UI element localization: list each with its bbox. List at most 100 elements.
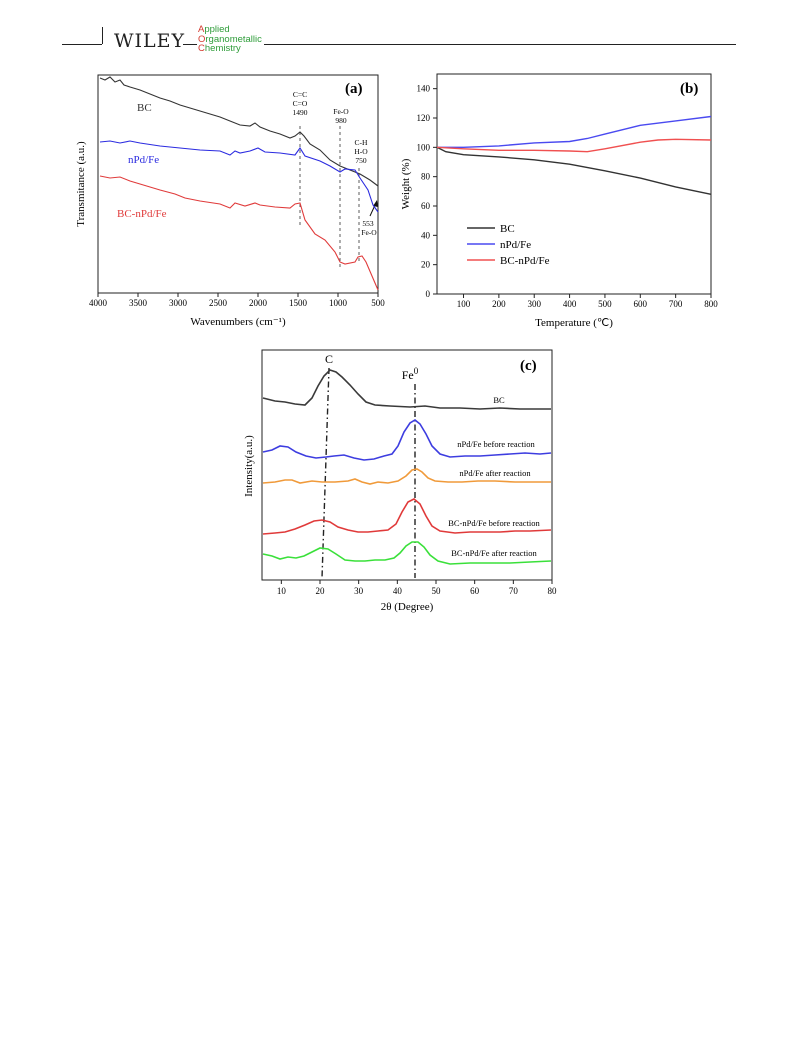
annot-750-l3: 750 [355,156,367,165]
journal-name: Applied Organometallic Chemistry [198,25,262,54]
series-a-label-npdfe: nPd/Fe [128,154,159,166]
b-x-tick-label: 600 [634,299,648,309]
panel-a-x-ticks: 4000 3500 3000 2500 2000 1500 1000 500 [89,293,385,308]
panel-c-x-ticks: 10 20 30 40 50 60 70 80 [277,580,557,596]
peak-label-c: C [325,352,333,366]
panel-c-y-label: Intensity(a.u.) [243,435,255,497]
journal-line-2: Organometallic [198,33,262,45]
b-y-tick-label: 80 [421,172,431,182]
c-x-tick-label: 80 [548,586,558,596]
series-b-0 [436,146,712,195]
a-x-tick-label: 4000 [89,298,108,308]
b-y-tick-label: 40 [421,230,431,240]
b-x-tick-label: 700 [669,299,683,309]
b-y-tick-label: 0 [426,289,431,299]
panel-b-series [436,115,712,195]
b-y-tick-label: 100 [417,142,431,152]
annot-1490-l2: C=O [293,99,308,108]
series-b-1 [437,115,712,148]
b-y-tick-label: 60 [421,201,431,211]
c-x-tick-label: 50 [432,586,442,596]
a-x-tick-label: 2500 [209,298,228,308]
panel-a-x-label: Wavenumbers (cm⁻¹) [190,316,286,328]
series-a-bc-npdfe [99,175,379,291]
a-x-tick-label: 3500 [129,298,148,308]
a-x-tick-label: 1000 [329,298,348,308]
panel-b-frame [436,73,712,295]
series-c-npdfe-before [262,419,552,461]
panel-c-frame [261,349,553,581]
page-header: WILEY Applied Organometallic Chemistry [0,0,793,60]
panel-a: (a) 4000 3500 3000 2500 2000 1500 1000 500 Wave… [75,74,385,328]
peak-guide-c [321,367,330,579]
b-y-tick-label: 20 [421,260,431,270]
panel-b-x-ticks: 100 200 300 400 500 600 700 800 [457,294,718,309]
panel-c-x-label: 2θ (Degree) [381,601,434,613]
annot-750-l2: H-O [354,147,368,156]
annot-1490-l3: 1490 [293,108,308,117]
c-x-tick-label: 10 [277,586,287,596]
panel-c: (c) 10 20 30 40 50 60 70 80 2θ (Degree) Intensi… [243,349,557,613]
annot-553-l2: Fe-O [361,228,377,237]
series-a-npdfe [99,140,379,213]
peak-label-fe: Fe0 [402,366,419,382]
annot-980-l1: Fe-O [333,107,349,116]
annot-553-arrow-head [373,200,378,207]
header-tick [102,27,103,44]
c-x-tick-label: 20 [316,586,326,596]
b-x-tick-label: 100 [457,299,471,309]
panel-b-y-label: Weight (%) [400,158,412,209]
annot-553-l1: 553 [362,219,374,228]
series-c-label-npdfe-before: nPd/Fe before reaction [457,439,535,449]
legend-b-label-bc-npdfe: BC-nPd/Fe [500,255,550,267]
legend-b-label-bc: BC [500,223,515,235]
series-c-bc-npdfe-after [262,541,552,565]
panel-b-legend: BC nPd/Fe BC-nPd/Fe [467,223,550,267]
header-rule-left [62,44,102,45]
journal-line-3: Chemistry [198,43,241,54]
series-a-bc [99,76,379,187]
b-x-tick-label: 300 [527,299,541,309]
c-x-tick-label: 70 [509,586,519,596]
c-x-tick-label: 30 [354,586,364,596]
panel-a-y-label: Transmitance (a.u.) [75,141,87,227]
b-x-tick-label: 500 [598,299,612,309]
a-x-tick-label: 1500 [289,298,308,308]
b-x-tick-label: 200 [492,299,506,309]
panel-b-label: (b) [680,81,698,97]
series-c-label-bc-npdfe-before: BC-nPd/Fe before reaction [448,518,540,528]
publisher-logo: WILEY [114,30,186,52]
journal-line-1: Applied [198,24,230,35]
b-x-tick-label: 800 [704,299,718,309]
a-x-tick-label: 500 [371,298,385,308]
panel-b-y-ticks: 0 20 40 60 80 100 120 140 [417,84,437,299]
series-a-label-bc: BC [137,102,152,114]
series-a-label-bc-npdfe: BC-nPd/Fe [117,208,167,220]
panel-a-label: (a) [345,81,363,97]
series-b-2 [436,138,712,153]
panel-b: (b) 100 200 300 400 500 600 700 800 0 20 40 60 80 10… [400,73,718,329]
c-x-tick-label: 40 [393,586,403,596]
panel-b-x-label: Temperature (℃) [535,317,613,329]
series-c-bc-npdfe-before [262,498,552,535]
c-x-tick-label: 60 [470,586,480,596]
annot-750-l1: C-H [355,138,369,147]
series-c-label-npdfe-after: nPd/Fe after reaction [459,468,531,478]
header-rule-right [264,44,736,45]
series-c-label-bc-npdfe-after: BC-nPd/Fe after reaction [451,548,537,558]
annot-1490-l1: C=C [293,90,307,99]
series-c-npdfe-after [262,468,551,485]
legend-b-label-npdfe: nPd/Fe [500,239,531,251]
panel-a-frame [97,74,379,294]
b-x-tick-label: 400 [563,299,577,309]
b-y-tick-label: 120 [417,113,431,123]
b-y-tick-label: 140 [417,84,431,94]
annot-980-l2: 980 [335,116,347,125]
series-c-label-bc: BC [493,395,505,405]
panel-c-label: (c) [520,358,537,374]
series-c-bc [262,369,551,410]
header-rule-mid [183,44,197,45]
a-x-tick-label: 3000 [169,298,188,308]
a-x-tick-label: 2000 [249,298,268,308]
